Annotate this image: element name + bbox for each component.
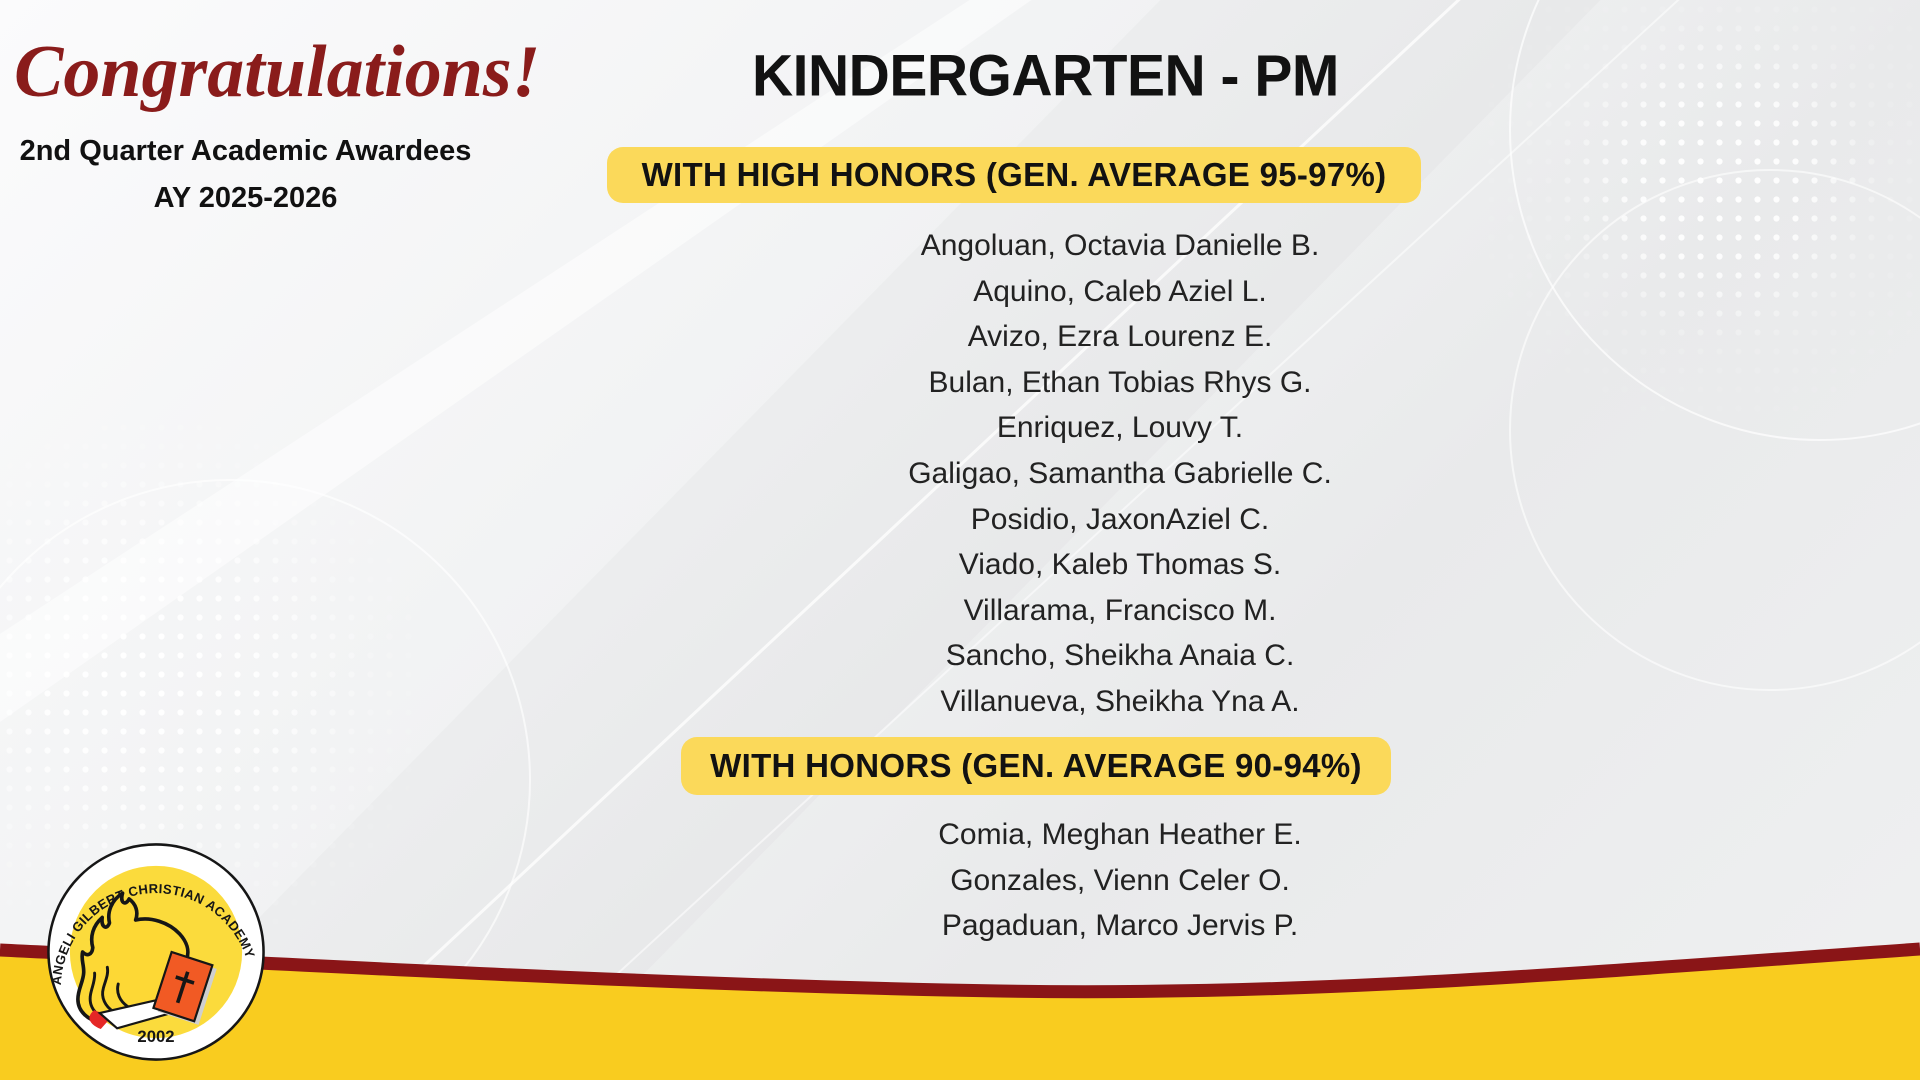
svg-text:2002: 2002 [137,1027,174,1046]
